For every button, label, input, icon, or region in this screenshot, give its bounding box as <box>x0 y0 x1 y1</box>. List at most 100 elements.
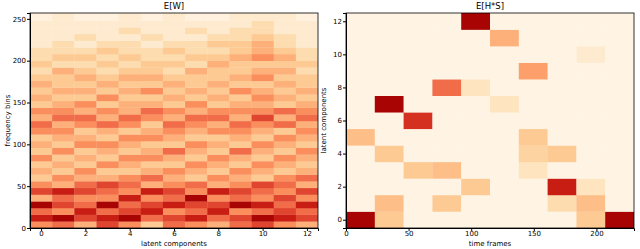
cell <box>490 96 519 113</box>
cell <box>30 134 52 141</box>
cell <box>30 174 52 181</box>
tick-mark <box>27 228 30 229</box>
cell <box>185 61 207 68</box>
cell <box>296 215 318 222</box>
tick-label: 100 <box>465 230 478 238</box>
cell <box>52 148 74 155</box>
cell <box>404 211 433 228</box>
panel: 050100150200024681012E[H*S]time framesla… <box>320 1 635 248</box>
cell <box>96 13 118 21</box>
tick-mark <box>343 187 346 188</box>
cell <box>274 81 296 88</box>
cell <box>207 128 229 135</box>
cell <box>207 188 229 195</box>
cell <box>576 79 605 96</box>
cell <box>141 87 163 94</box>
cell <box>185 47 207 54</box>
cell <box>141 21 163 28</box>
tick: 10 <box>259 228 268 238</box>
cell <box>119 195 141 202</box>
cell <box>185 215 207 222</box>
cell <box>229 195 251 202</box>
figure: 024681012050100150200250E[W]latent compo… <box>0 0 640 249</box>
cell <box>432 211 461 228</box>
cell <box>274 134 296 141</box>
tick-label: 10 <box>333 51 342 59</box>
cell <box>296 41 318 48</box>
cell <box>185 208 207 215</box>
cell <box>141 27 163 34</box>
cell <box>461 63 490 80</box>
cell <box>96 174 118 181</box>
cell <box>605 211 634 228</box>
cell <box>52 114 74 121</box>
cell <box>229 67 251 74</box>
tick: 12 <box>303 228 312 238</box>
cell <box>548 211 577 228</box>
cell <box>274 13 296 21</box>
cell <box>229 47 251 54</box>
cell <box>461 178 490 195</box>
cell <box>519 145 548 162</box>
cell <box>207 195 229 202</box>
cell <box>163 148 185 155</box>
cell <box>548 195 577 212</box>
tick: 6 <box>338 117 346 125</box>
tick-label: 12 <box>303 230 312 238</box>
cell <box>96 134 118 141</box>
cell <box>163 114 185 121</box>
cell <box>252 114 274 121</box>
cell <box>375 129 404 146</box>
cell <box>119 221 141 228</box>
cell <box>605 178 634 195</box>
cell <box>185 41 207 48</box>
cell <box>185 108 207 115</box>
cell <box>274 168 296 175</box>
cell <box>74 74 96 81</box>
cell <box>141 161 163 168</box>
cell <box>229 21 251 28</box>
cell <box>52 67 74 74</box>
cell <box>74 201 96 208</box>
cell <box>207 141 229 148</box>
cell <box>296 208 318 215</box>
cell <box>404 96 433 113</box>
cell <box>52 215 74 222</box>
cell <box>141 168 163 175</box>
cell <box>252 21 274 28</box>
cell <box>296 154 318 161</box>
cell <box>274 21 296 28</box>
cell <box>163 47 185 54</box>
cell <box>185 87 207 94</box>
cell <box>296 121 318 128</box>
cell <box>576 63 605 80</box>
cell <box>229 81 251 88</box>
cell <box>229 134 251 141</box>
cell <box>576 30 605 47</box>
cell <box>141 208 163 215</box>
tick-mark <box>27 144 30 145</box>
cell <box>119 128 141 135</box>
tick: 4 <box>128 228 133 238</box>
cell <box>119 27 141 34</box>
cells <box>30 13 318 228</box>
tick: 4 <box>338 150 346 158</box>
cell <box>96 101 118 108</box>
cell <box>576 195 605 212</box>
cell <box>52 181 74 188</box>
cell <box>252 81 274 88</box>
cell <box>519 79 548 96</box>
cell <box>519 178 548 195</box>
cell <box>30 54 52 61</box>
y-axis: 024681012 <box>333 14 346 229</box>
cell <box>185 54 207 61</box>
cell <box>519 30 548 47</box>
cell <box>74 101 96 108</box>
tick-mark <box>27 103 30 104</box>
cell <box>52 201 74 208</box>
cell <box>119 61 141 68</box>
cell <box>519 195 548 212</box>
cell <box>119 81 141 88</box>
cell <box>461 162 490 179</box>
cell <box>432 195 461 212</box>
